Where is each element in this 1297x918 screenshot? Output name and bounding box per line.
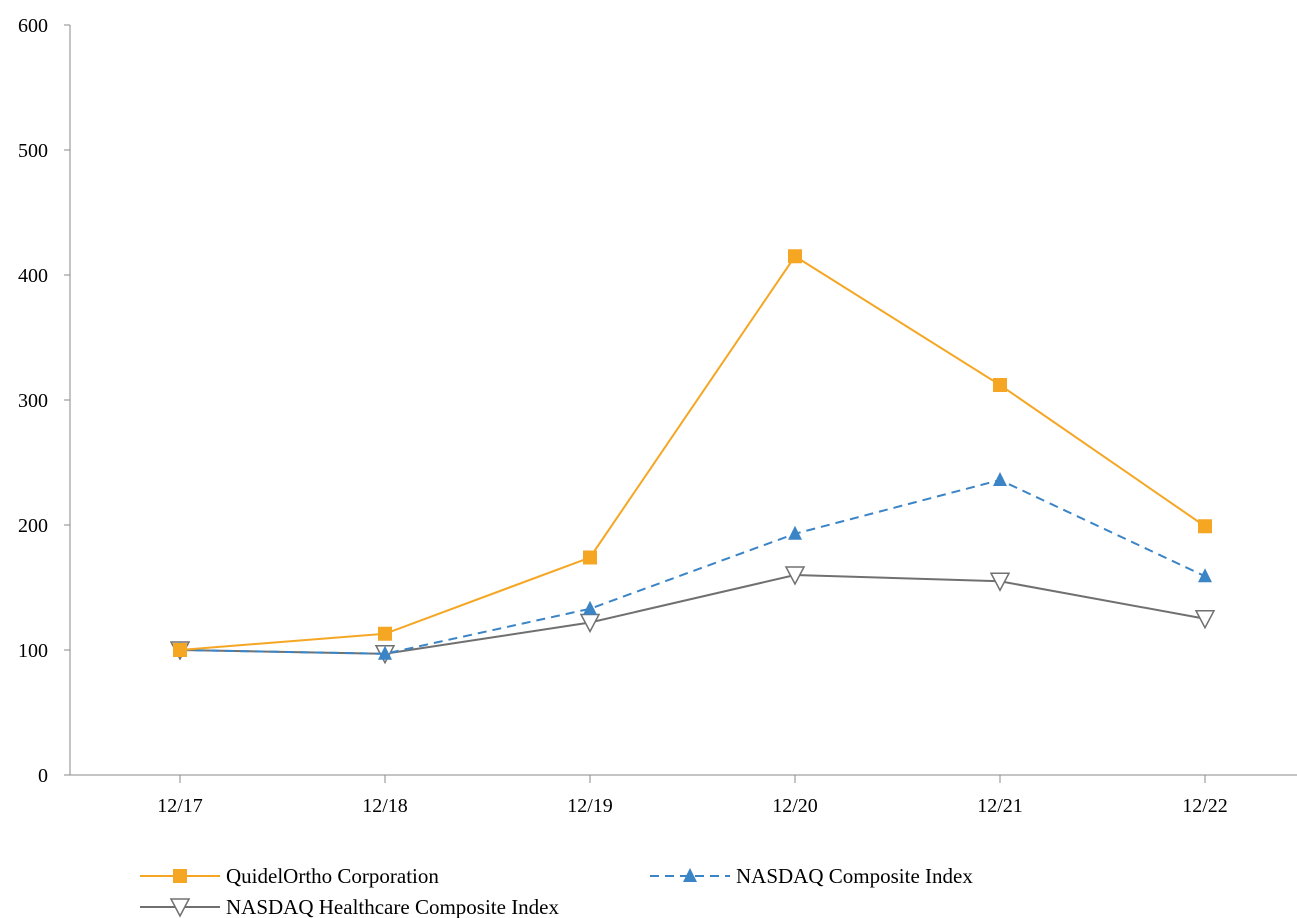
x-tick-label: 12/17	[157, 795, 203, 817]
data-point	[784, 566, 806, 586]
series-line	[179, 573, 1206, 655]
axes: 0 100 200 300 400 500 600 12/17 12/18 12/19 12/20 1…	[18, 15, 1297, 817]
data-point	[1198, 568, 1212, 583]
series-nasdaq-healthcare-composite-index	[169, 566, 1216, 665]
plot-area	[169, 249, 1216, 665]
y-tick-label: 300	[18, 390, 48, 412]
legend-item-nasdaq-healthcare-composite-index: NASDAQ Healthcare Composite Index	[140, 895, 560, 918]
data-point	[993, 472, 1007, 486]
series-line	[179, 478, 1206, 655]
y-tick-label: 100	[18, 640, 48, 662]
legend: QuidelOrtho Corporation NASDAQ Composite …	[140, 864, 973, 918]
legend-marker	[173, 869, 187, 883]
data-point	[1194, 610, 1216, 630]
data-point	[378, 645, 392, 660]
data-point	[788, 525, 802, 540]
legend-item-quidelortho-corporation: QuidelOrtho Corporation	[140, 864, 439, 888]
series-line	[179, 254, 1206, 651]
legend-label: QuidelOrtho Corporation	[226, 864, 439, 888]
y-tick-label: 500	[18, 140, 48, 162]
data-point	[378, 626, 392, 641]
x-tick-label: 12/20	[772, 795, 818, 817]
y-tick-label: 200	[18, 515, 48, 537]
x-tick-label: 12/19	[567, 795, 613, 817]
series-quidelortho-corporation	[173, 249, 1212, 657]
series-nasdaq-composite-index	[173, 472, 1212, 660]
legend-label: NASDAQ Healthcare Composite Index	[226, 895, 560, 918]
y-tick-label: 600	[18, 15, 48, 37]
x-tick-label: 12/21	[977, 795, 1023, 817]
data-point	[1198, 519, 1212, 534]
y-tick-label: 400	[18, 265, 48, 287]
data-point	[993, 378, 1007, 392]
data-point	[989, 572, 1011, 592]
x-tick-label: 12/22	[1182, 795, 1228, 817]
legend-label: NASDAQ Composite Index	[736, 864, 973, 888]
x-tick-label: 12/18	[362, 795, 408, 817]
legend-marker	[169, 898, 191, 918]
data-point	[583, 550, 597, 565]
data-point	[583, 600, 597, 615]
data-point	[788, 249, 802, 264]
data-point	[173, 643, 187, 657]
legend-item-nasdaq-composite-index: NASDAQ Composite Index	[650, 864, 973, 888]
legend-marker	[683, 868, 697, 882]
y-tick-label: 0	[38, 765, 48, 787]
